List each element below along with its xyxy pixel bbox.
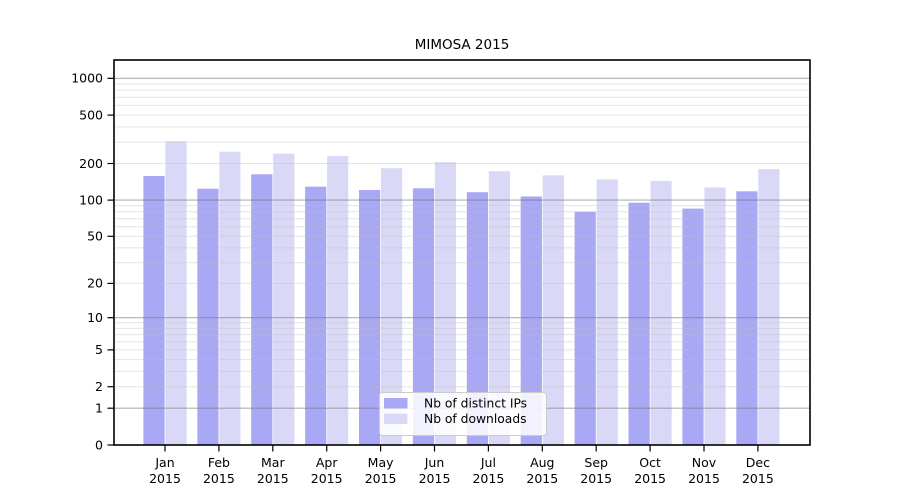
bar [412, 188, 435, 446]
x-tick-label-year: 2015 [634, 471, 666, 486]
x-tick-label-year: 2015 [257, 471, 289, 486]
x-tick-label-month: Jul [480, 455, 496, 470]
gridlines-layer [114, 77, 810, 409]
bar [466, 192, 488, 445]
x-tick-label-year: 2015 [203, 471, 235, 486]
legend-box [379, 392, 547, 436]
bar [628, 202, 650, 445]
x-tick-label-year: 2015 [419, 471, 451, 486]
y-tick-label: 50 [87, 229, 103, 244]
y-tick-label: 1 [95, 401, 103, 416]
bar [758, 169, 780, 445]
bar [434, 162, 457, 445]
x-tick-label-year: 2015 [311, 471, 343, 486]
bar [143, 176, 165, 445]
x-tick-label-year: 2015 [365, 471, 397, 486]
series-distinct-ips [143, 174, 758, 446]
x-tick-label-month: Dec [746, 455, 770, 470]
y-tick-label: 100 [79, 192, 103, 207]
chart-title: MIMOSA 2015 [415, 37, 510, 53]
x-tick-label-year: 2015 [526, 471, 558, 486]
x-tick-label-year: 2015 [472, 471, 504, 486]
bar [219, 151, 241, 445]
x-tick-label-year: 2015 [742, 471, 774, 486]
y-tick-label: 2 [95, 379, 103, 394]
x-tick-label-year: 2015 [688, 471, 720, 486]
x-tick-label-year: 2015 [580, 471, 612, 486]
y-tick-label: 1000 [71, 71, 103, 86]
x-tick-label-month: Feb [208, 455, 230, 470]
y-tick-label: 20 [87, 276, 103, 291]
bar [251, 174, 273, 446]
x-tick-label-month: Jun [424, 455, 445, 470]
series-downloads [165, 141, 780, 446]
x-tick-label-month: Nov [692, 455, 717, 470]
bar [574, 211, 596, 445]
y-tick-label: 5 [95, 342, 103, 357]
axes-layer [107, 59, 811, 452]
y-tick-label: 500 [79, 107, 103, 122]
bar [197, 188, 219, 445]
axis-labels-layer: 10005002001005020105210Jan2015Feb2015Mar… [71, 71, 774, 486]
bar [596, 179, 618, 445]
x-tick-label-month: Jan [154, 455, 174, 470]
y-tick-label: 200 [79, 156, 103, 171]
legend-swatch [384, 413, 408, 424]
x-tick-label-month: Apr [316, 455, 338, 470]
legend-label: Nb of distinct IPs [424, 397, 527, 411]
bar [381, 168, 403, 445]
x-tick-label-month: Mar [261, 455, 285, 470]
plot-frame [113, 59, 811, 446]
bar [165, 141, 187, 445]
bar [542, 175, 564, 446]
bar [520, 196, 542, 445]
y-tick-label: 10 [87, 310, 103, 325]
y-tick-label: 0 [95, 437, 103, 452]
legend-swatch [384, 398, 408, 409]
x-tick-label-month: Sep [584, 455, 608, 470]
x-tick-label-year: 2015 [149, 471, 181, 486]
x-tick-label-month: May [368, 455, 394, 470]
bar [273, 153, 295, 445]
bar [488, 171, 510, 445]
x-tick-label-month: Oct [639, 455, 661, 470]
bar [704, 187, 726, 445]
legend-label: Nb of downloads [424, 412, 527, 426]
bar [305, 186, 327, 445]
x-tick-label-month: Aug [530, 455, 554, 470]
bar [327, 156, 349, 445]
bars-layer [143, 141, 780, 446]
bar [650, 180, 672, 445]
bar [682, 208, 704, 445]
